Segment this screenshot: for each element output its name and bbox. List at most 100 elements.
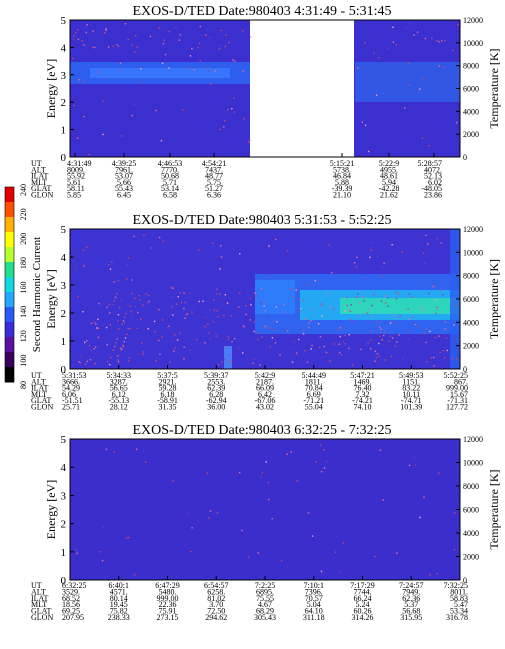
speck (172, 287, 174, 289)
ephemeris-value: 7:24:57 (399, 581, 423, 590)
speck (73, 104, 75, 107)
ephemeris-value: 36.00 (207, 403, 225, 412)
speck (405, 27, 407, 29)
ephemeris-value: -67.06 (255, 396, 276, 405)
speck (172, 480, 174, 482)
speck (218, 47, 221, 50)
speck (304, 349, 306, 352)
speck (416, 325, 419, 328)
speck (214, 70, 216, 72)
speck (77, 28, 79, 31)
ephemeris-value: 5:15:21 (330, 159, 354, 168)
speck (122, 320, 125, 322)
speck (150, 247, 153, 249)
speck (338, 343, 340, 345)
speck (178, 332, 181, 335)
speck (219, 293, 221, 295)
speck (78, 361, 81, 363)
speck (408, 318, 410, 320)
speck (411, 316, 414, 319)
speck (396, 552, 398, 554)
colorbar-swatch (5, 367, 14, 383)
speck (369, 256, 371, 259)
speck (434, 336, 436, 339)
speck (117, 319, 119, 322)
speck (442, 350, 444, 352)
speck (106, 306, 108, 309)
speck (224, 346, 227, 348)
speck (171, 306, 174, 308)
ephemeris-value: 70.57 (305, 594, 323, 603)
speck (323, 345, 325, 348)
ephemeris-value: 7949. (402, 587, 420, 596)
speck (421, 284, 424, 287)
speck (381, 338, 384, 340)
speck (160, 139, 163, 142)
ephemeris-value: 2921. (159, 377, 177, 386)
ephemeris-value: 80.14 (110, 594, 128, 603)
speck (259, 364, 261, 366)
speck (239, 253, 241, 255)
speck (339, 326, 342, 329)
speck (348, 333, 350, 336)
speck (95, 323, 97, 325)
speck (126, 264, 128, 266)
speck (202, 300, 204, 302)
ephemeris-value: 1469. (354, 377, 372, 386)
speck (207, 323, 209, 325)
speck (268, 245, 270, 247)
speck (366, 312, 369, 314)
ephemeris-value: 3.70 (209, 600, 223, 609)
speck (367, 308, 370, 311)
ephemeris-value: 315.95 (400, 613, 422, 622)
ephemeris-value: 1151. (402, 377, 420, 386)
ephemeris-value: -51.51 (62, 396, 83, 405)
speck (321, 315, 323, 317)
speck (105, 29, 107, 31)
speck (136, 46, 139, 48)
speck (154, 330, 156, 333)
speck (216, 293, 218, 295)
speck (148, 300, 150, 303)
speck (129, 305, 132, 307)
speck (161, 336, 163, 338)
y-axis-label: Energy [eV] (44, 480, 58, 539)
speck (407, 62, 410, 65)
panel-1-axes: 0 1 2 3 4 5 0 2000 4000 6000 8000 10000 12000 Energy … (44, 15, 501, 164)
speck (232, 59, 234, 61)
speck (83, 115, 85, 118)
speck (215, 335, 217, 337)
speck (371, 315, 373, 318)
panel-2-title: EXOS-D/TED Date:980403 5:31:53 - 5:52:25 (133, 213, 392, 228)
speck (220, 44, 222, 47)
ephemeris-value: 3529. (62, 587, 80, 596)
speck (431, 37, 433, 39)
y-tick-label: 2 (61, 97, 67, 109)
speck (344, 343, 346, 345)
speck (454, 340, 456, 343)
ephemeris-value: -62.94 (206, 396, 227, 405)
speck (133, 235, 135, 238)
speck (367, 69, 370, 71)
speck (83, 265, 85, 267)
ephemeris-value: 28.12 (110, 403, 128, 412)
ephemeris-value: 4072. (424, 165, 442, 174)
speck (142, 353, 144, 356)
speck (264, 301, 267, 303)
speck (119, 306, 121, 309)
ephemeris-value: 6.69 (307, 390, 321, 399)
ephemeris-value: 18.56 (62, 600, 80, 609)
ephemeris-row-label: UT (31, 159, 42, 168)
ephemeris-value: 5:37:5 (157, 371, 177, 380)
speck (74, 268, 77, 270)
ephemeris-value: 5:31:53 (62, 371, 86, 380)
speck (395, 317, 398, 319)
speck (79, 354, 82, 357)
colorbar-swatch (5, 322, 14, 338)
y-tick-label: 0 (61, 152, 67, 164)
speck (440, 289, 442, 291)
speck (161, 319, 164, 321)
speck (245, 304, 247, 307)
speck (361, 296, 364, 299)
